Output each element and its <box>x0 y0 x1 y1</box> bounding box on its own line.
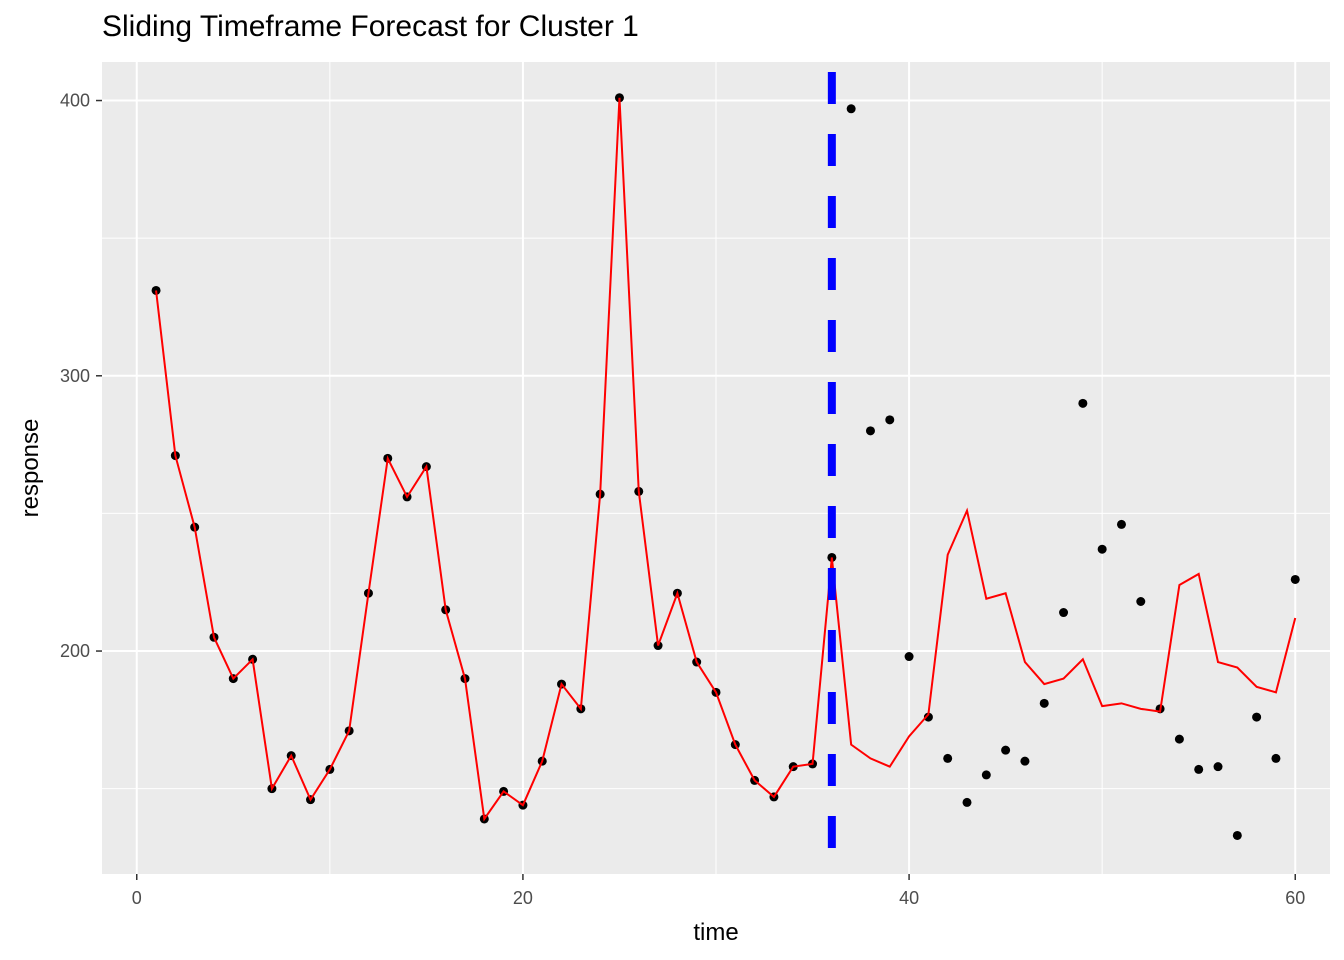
data-point <box>1194 764 1204 774</box>
y-tick-label: 200 <box>60 641 90 661</box>
data-point <box>1039 698 1049 708</box>
data-point <box>1232 830 1242 840</box>
y-tick-label: 400 <box>60 91 90 111</box>
data-point <box>1271 753 1281 763</box>
y-tick-label: 300 <box>60 366 90 386</box>
data-point <box>846 104 856 114</box>
major-gridlines <box>102 62 1330 874</box>
x-tick-label: 60 <box>1285 888 1305 908</box>
data-point <box>923 712 933 722</box>
data-point <box>885 415 895 425</box>
data-point <box>981 770 991 780</box>
axis-ticks <box>96 99 1296 880</box>
forecast-line <box>155 97 1297 822</box>
data-point <box>865 426 875 436</box>
data-point <box>943 753 953 763</box>
chart-title: Sliding Timeframe Forecast for Cluster 1 <box>102 10 639 43</box>
x-tick-label: 40 <box>899 888 919 908</box>
series-layer <box>151 93 1300 840</box>
x-tick-label: 0 <box>132 888 142 908</box>
data-point <box>1252 712 1262 722</box>
data-point <box>962 797 972 807</box>
y-axis-title: response <box>17 419 44 518</box>
data-point <box>1078 398 1088 408</box>
x-axis-title: time <box>693 919 738 946</box>
data-point <box>1174 734 1184 744</box>
data-point <box>1059 608 1069 618</box>
data-point <box>1116 519 1126 529</box>
data-point <box>1097 544 1107 554</box>
data-point <box>1213 762 1223 772</box>
data-point <box>1020 756 1030 766</box>
data-point <box>904 652 914 662</box>
x-tick-label: 20 <box>513 888 533 908</box>
minor-gridlines <box>102 62 1330 874</box>
axis-tick-labels: 0 20 40 60 200 300 400 <box>60 91 1305 908</box>
data-point <box>1290 574 1300 584</box>
data-point <box>1136 596 1146 606</box>
data-point <box>1001 745 1011 755</box>
